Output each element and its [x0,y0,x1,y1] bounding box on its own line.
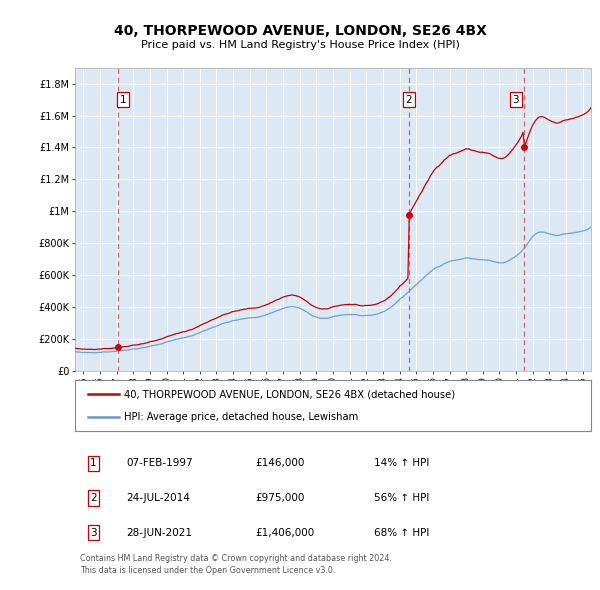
Text: 40, THORPEWOOD AVENUE, LONDON, SE26 4BX: 40, THORPEWOOD AVENUE, LONDON, SE26 4BX [113,24,487,38]
Text: 40, THORPEWOOD AVENUE, LONDON, SE26 4BX (detached house): 40, THORPEWOOD AVENUE, LONDON, SE26 4BX … [124,389,455,399]
Text: 68% ↑ HPI: 68% ↑ HPI [374,527,430,537]
Text: 2: 2 [90,493,97,503]
Text: 28-JUN-2021: 28-JUN-2021 [127,527,193,537]
Text: £975,000: £975,000 [256,493,305,503]
Text: Price paid vs. HM Land Registry's House Price Index (HPI): Price paid vs. HM Land Registry's House … [140,40,460,50]
Text: Contains HM Land Registry data © Crown copyright and database right 2024.
This d: Contains HM Land Registry data © Crown c… [80,554,392,575]
Text: 24-JUL-2014: 24-JUL-2014 [127,493,190,503]
Text: £146,000: £146,000 [256,458,305,468]
Text: 56% ↑ HPI: 56% ↑ HPI [374,493,430,503]
Text: 2: 2 [406,94,412,104]
Text: 14% ↑ HPI: 14% ↑ HPI [374,458,430,468]
Text: 3: 3 [90,527,97,537]
Text: HPI: Average price, detached house, Lewisham: HPI: Average price, detached house, Lewi… [124,412,358,422]
Text: £1,406,000: £1,406,000 [256,527,315,537]
Text: 3: 3 [512,94,519,104]
Text: 1: 1 [90,458,97,468]
Text: 1: 1 [119,94,127,104]
Text: 07-FEB-1997: 07-FEB-1997 [127,458,193,468]
